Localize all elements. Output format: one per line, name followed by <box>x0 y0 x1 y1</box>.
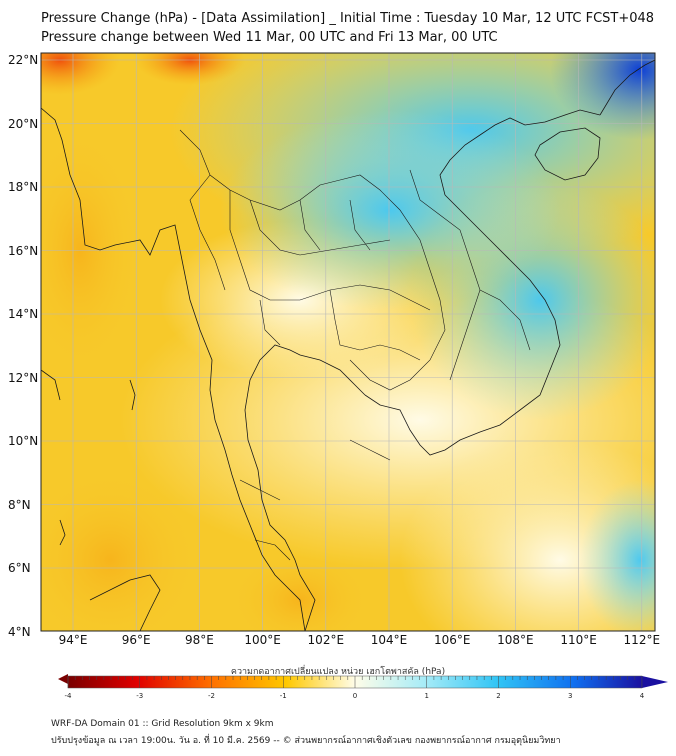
lat-label: 6°N <box>8 561 31 575</box>
lat-label: 20°N <box>8 116 39 131</box>
lat-label: 12°N <box>8 370 39 385</box>
lon-label: 94°E <box>58 633 88 647</box>
lon-label: 110°E <box>560 633 597 647</box>
lat-label: 14°N <box>8 307 39 321</box>
lat-label: 22°N <box>8 53 39 67</box>
lat-label: 8°N <box>8 497 31 512</box>
colorbar-tick-label: -4 <box>64 692 72 700</box>
map-title: Pressure Change (hPa) - [Data Assimilati… <box>41 11 655 26</box>
colorbar-tick-label: -1 <box>279 692 287 700</box>
colorbar-max-arrow <box>642 676 668 688</box>
colorbar-title: ความกดอากาศเปลี่ยนแปลง หน่วย เฮกโตพาสคัล… <box>230 667 446 677</box>
coastlines <box>41 59 655 631</box>
admin-borders <box>179 129 531 561</box>
colorbar-tick-label: 2 <box>496 692 501 700</box>
lon-label: 98°E <box>184 633 214 647</box>
lat-label: 10°N <box>8 434 39 448</box>
lat-label: 18°N <box>8 180 39 194</box>
lat-label: 16°N <box>8 243 39 258</box>
lon-label: 108°E <box>497 633 534 647</box>
colorbar-min-arrow <box>58 674 68 684</box>
colorbar-tick-label: 3 <box>568 692 573 700</box>
map-frame <box>40 52 656 632</box>
map-subtitle: Pressure change between Wed 11 Mar, 00 U… <box>41 30 498 45</box>
lon-label: 104°E <box>370 633 408 647</box>
pressure-field <box>41 53 655 631</box>
lon-label: 106°E <box>433 633 471 647</box>
colorbar-tick-label: 4 <box>639 692 645 700</box>
graticule <box>41 53 655 631</box>
lat-label: 4°N <box>8 624 31 639</box>
colorbar-tick-label: 1 <box>424 692 429 700</box>
lon-label: 112°E <box>623 633 661 647</box>
lon-label: 100°E <box>244 633 281 647</box>
colorbar <box>58 674 668 689</box>
colorbar-tick-label: -3 <box>136 692 144 700</box>
lon-label: 102°E <box>307 633 345 647</box>
colorbar-tick-label: -2 <box>208 692 215 700</box>
footer-credit: ปรับปรุงข้อมูล ณ เวลา 19:00น. วัน อ. ที่… <box>51 736 561 746</box>
lon-label: 96°E <box>121 633 151 647</box>
colorbar-tick-label: 0 <box>352 692 358 700</box>
footer-model-info: WRF-DA Domain 01 :: Grid Resolution 9km … <box>51 719 274 729</box>
